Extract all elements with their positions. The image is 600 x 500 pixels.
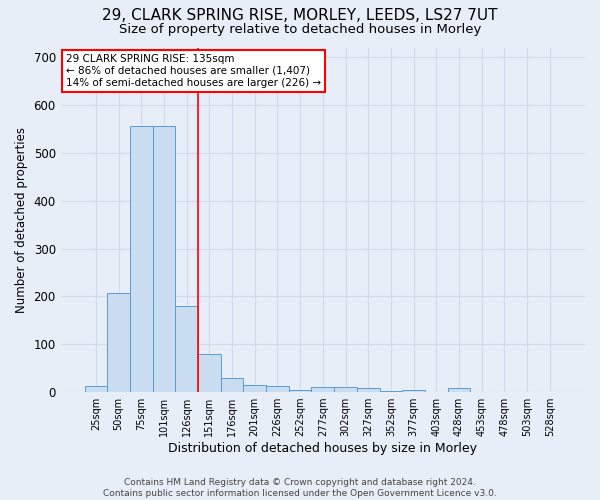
Bar (289, 390, 311, 392)
Text: 29 CLARK SPRING RISE: 135sqm
← 86% of detached houses are smaller (1,407)
14% of: 29 CLARK SPRING RISE: 135sqm ← 86% of de… (66, 54, 321, 88)
Bar (198, 354, 221, 392)
Bar (85, 386, 107, 392)
Bar (244, 385, 266, 392)
Y-axis label: Number of detached properties: Number of detached properties (15, 127, 28, 313)
Bar (311, 388, 334, 392)
Text: 29, CLARK SPRING RISE, MORLEY, LEEDS, LS27 7UT: 29, CLARK SPRING RISE, MORLEY, LEEDS, LS… (102, 8, 498, 22)
Bar (152, 126, 175, 392)
Bar (357, 388, 380, 392)
Bar (334, 388, 357, 392)
Bar (107, 293, 130, 392)
Bar (402, 390, 425, 392)
Bar (130, 126, 152, 392)
Text: Size of property relative to detached houses in Morley: Size of property relative to detached ho… (119, 22, 481, 36)
X-axis label: Distribution of detached houses by size in Morley: Distribution of detached houses by size … (169, 442, 478, 455)
Bar (266, 386, 289, 392)
Text: Contains HM Land Registry data © Crown copyright and database right 2024.
Contai: Contains HM Land Registry data © Crown c… (103, 478, 497, 498)
Bar (175, 306, 198, 392)
Bar (221, 378, 244, 392)
Bar (380, 390, 402, 392)
Bar (448, 388, 470, 392)
